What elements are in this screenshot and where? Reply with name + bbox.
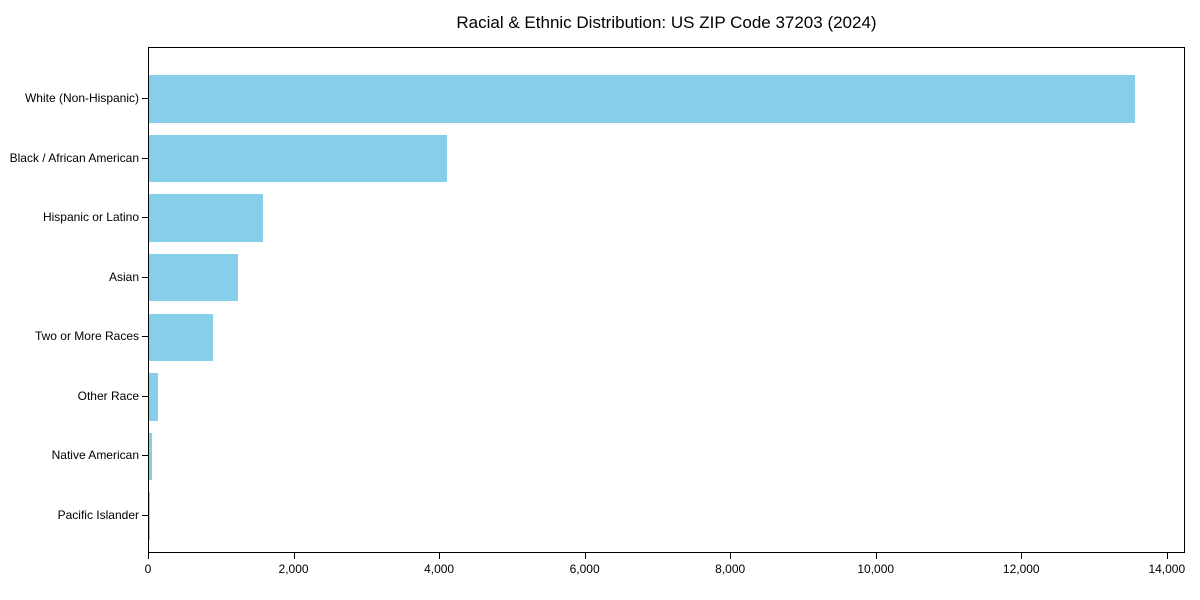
y-tick-mark [142, 455, 148, 457]
x-tick-label-4000: 4,000 [424, 562, 455, 576]
y-tick-mark [142, 98, 148, 99]
bar-white-non-hispanic [149, 75, 1135, 123]
y-tick-label-two-or-more-races: Two or More Races [34, 329, 139, 344]
x-tick-label-14000: 14,000 [1148, 562, 1186, 576]
bar-asian [149, 253, 238, 302]
x-tick-label-0: 0 [144, 562, 152, 576]
bar-native-american [149, 432, 153, 481]
plot-area [148, 47, 1185, 553]
bar-pacific-islander [149, 492, 150, 540]
x-tick-label-12000: 12,000 [1002, 562, 1040, 576]
y-tick-label-asian: Asian [108, 269, 139, 284]
x-tick-mark [1021, 553, 1023, 559]
y-tick-label-native-american: Native American [51, 448, 139, 463]
x-tick-label-10000: 10,000 [857, 562, 895, 576]
x-tick-mark [293, 553, 295, 559]
x-tick-mark [730, 553, 732, 559]
x-tick-mark [1166, 553, 1168, 559]
x-tick-mark [439, 553, 441, 559]
y-tick-mark [142, 336, 148, 338]
x-tick-label-2000: 2,000 [278, 562, 309, 576]
y-tick-label-other-race: Other Race [77, 388, 139, 403]
bar-two-or-more-races [149, 313, 213, 362]
y-tick-label-black-african-american: Black / African American [9, 150, 139, 165]
x-tick-label-8000: 8,000 [715, 562, 746, 576]
x-tick-mark [148, 553, 149, 559]
y-tick-mark [142, 157, 148, 159]
bar-hispanic-or-latino [149, 194, 264, 242]
x-tick-mark [875, 553, 877, 559]
bar-other-race [149, 373, 159, 421]
y-tick-mark [142, 217, 148, 219]
x-tick-mark [584, 553, 586, 559]
y-tick-mark [142, 514, 148, 516]
y-tick-label-pacific-islander: Pacific Islander [57, 507, 139, 522]
x-tick-label-6000: 6,000 [569, 562, 600, 576]
bar-black-african-american [149, 134, 448, 183]
y-tick-mark [142, 276, 148, 278]
y-tick-label-white-non-hispanic: White (Non-Hispanic) [24, 91, 139, 105]
chart-title: Racial & Ethnic Distribution: US ZIP Cod… [456, 13, 877, 32]
y-tick-label-hispanic-or-latino: Hispanic or Latino [42, 210, 139, 225]
y-tick-mark [142, 395, 148, 397]
